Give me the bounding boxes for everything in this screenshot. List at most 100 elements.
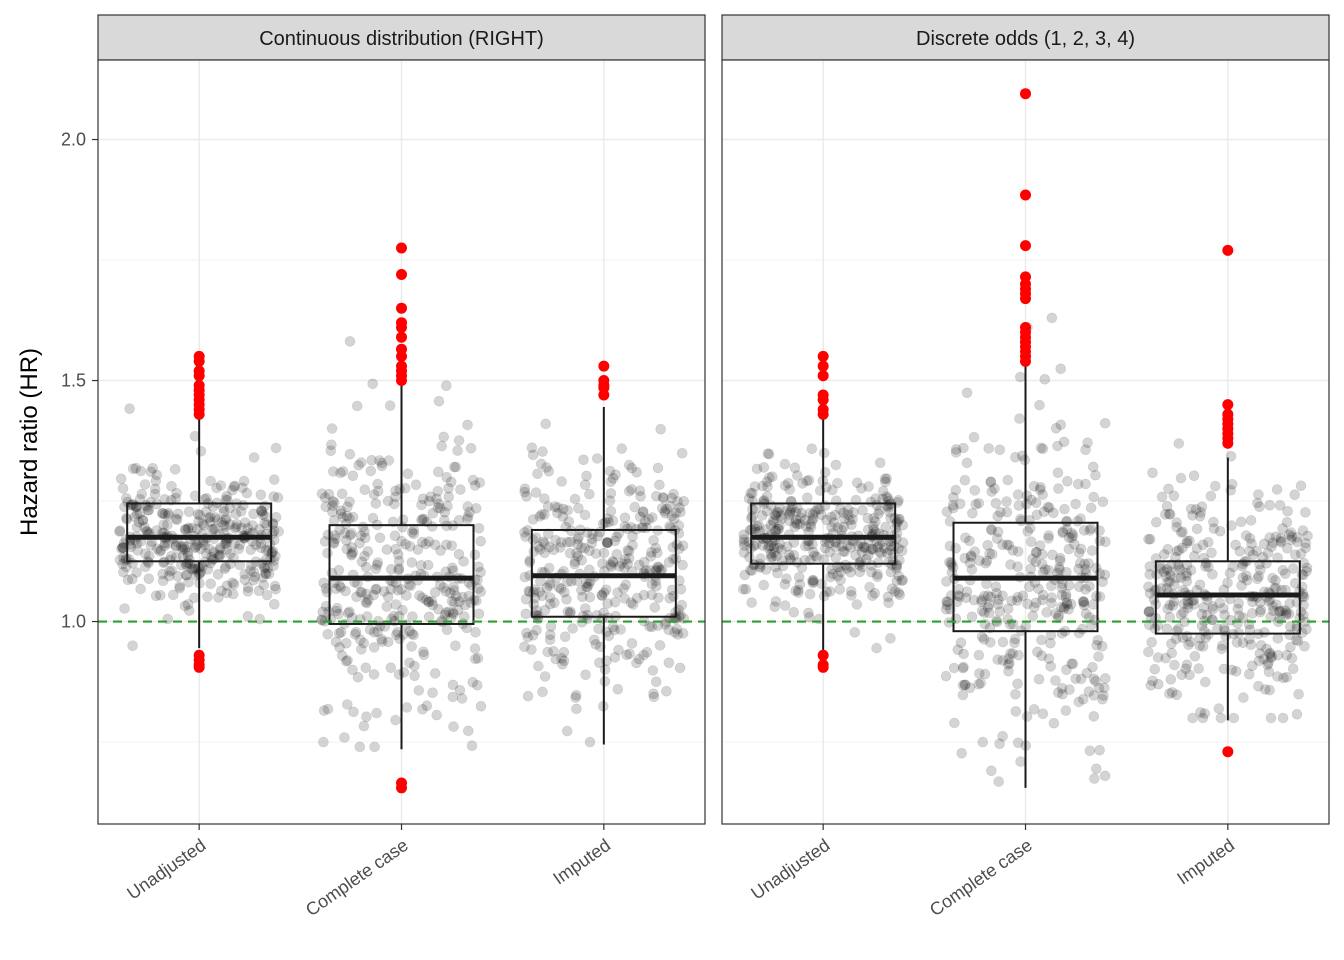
- jitter-point: [896, 575, 908, 586]
- jitter-point: [335, 508, 347, 520]
- jitter-point: [1272, 649, 1284, 661]
- jitter-point: [578, 454, 589, 466]
- jitter-point: [1300, 507, 1311, 518]
- jitter-point: [416, 499, 427, 511]
- panel-2: Discrete odds (1, 2, 3, 4)Unadjusted Comp…: [721, 14, 1330, 920]
- jitter-point: [130, 501, 142, 513]
- panel-1: Continuous distribution (RIGHT)Unadjuste…: [97, 14, 706, 920]
- jitter-point: [993, 594, 1004, 606]
- jitter-point: [1094, 744, 1105, 756]
- jitter-point: [370, 498, 382, 509]
- jitter-point: [1012, 489, 1024, 500]
- jitter-point: [371, 583, 382, 595]
- jitter-point: [773, 523, 785, 535]
- jitter-point: [182, 547, 194, 559]
- jitter-point: [1056, 682, 1068, 694]
- jitter-point: [237, 482, 248, 494]
- jitter-point: [1185, 564, 1197, 576]
- jitter-point: [763, 540, 775, 552]
- jitter-point: [1009, 637, 1020, 649]
- jitter-point: [376, 633, 387, 645]
- jitter-point: [255, 504, 267, 516]
- jitter-point: [151, 469, 163, 481]
- jitter-point: [453, 514, 465, 526]
- jitter-point: [774, 502, 786, 514]
- jitter-point: [552, 502, 564, 513]
- jitter-point: [1061, 597, 1073, 609]
- jitter-point: [803, 611, 815, 623]
- outlier-point: [396, 331, 407, 343]
- jitter-point: [1178, 606, 1189, 618]
- jitter-point: [1257, 551, 1269, 563]
- jitter-point: [114, 554, 126, 566]
- jitter-point: [519, 571, 531, 583]
- jitter-point: [349, 629, 361, 640]
- jitter-point: [663, 557, 675, 568]
- jitter-point: [234, 559, 246, 571]
- jitter-point: [834, 584, 846, 595]
- jitter-point: [410, 479, 422, 491]
- jitter-point: [565, 606, 576, 618]
- jitter-point: [1291, 532, 1303, 543]
- jitter-point: [263, 568, 275, 580]
- jitter-point: [957, 679, 969, 691]
- jitter-point: [199, 539, 211, 551]
- jitter-point: [157, 568, 168, 580]
- jitter-point: [1092, 634, 1104, 646]
- jitter-point: [1087, 661, 1098, 673]
- jitter-point: [164, 566, 175, 577]
- jitter-point: [1181, 659, 1193, 671]
- jitter-point: [418, 646, 429, 658]
- jitter-point: [559, 586, 570, 598]
- jitter-point: [801, 475, 813, 487]
- jitter-point: [1099, 569, 1111, 581]
- jitter-point: [368, 589, 380, 601]
- jitter-point: [664, 520, 675, 532]
- jitter-point: [836, 524, 848, 536]
- jitter-point: [347, 470, 359, 482]
- jitter-point: [941, 596, 952, 607]
- jitter-point: [390, 491, 401, 503]
- jitter-point: [150, 590, 162, 602]
- jitter-point: [1237, 637, 1249, 649]
- jitter-point: [772, 523, 784, 535]
- jitter-point: [333, 627, 345, 639]
- jitter-point: [639, 516, 651, 527]
- jitter-point: [205, 511, 216, 523]
- jitter-point: [381, 544, 393, 555]
- jitter-point: [1050, 675, 1061, 686]
- jitter-point: [807, 577, 819, 589]
- jitter-point: [1077, 623, 1088, 635]
- jitter-point: [1027, 553, 1038, 565]
- jitter-point: [746, 597, 758, 608]
- jitter-point: [392, 584, 404, 596]
- jitter-point: [738, 547, 750, 558]
- jitter-point: [406, 628, 418, 640]
- jitter-point: [602, 537, 614, 548]
- jitter-point: [220, 494, 232, 505]
- jitter-point: [576, 554, 588, 566]
- jitter-point: [1012, 591, 1024, 603]
- jitter-point: [1078, 525, 1090, 536]
- jitter-point: [522, 631, 534, 643]
- jitter-point: [412, 544, 424, 555]
- jitter-point: [1169, 659, 1180, 671]
- jitter-point: [1037, 489, 1048, 500]
- jitter-point: [441, 471, 452, 483]
- jitter-point: [347, 664, 358, 676]
- jitter-point: [555, 536, 567, 548]
- jitter-point: [747, 511, 758, 522]
- jitter-point: [382, 495, 394, 507]
- jitter-point: [1252, 573, 1263, 585]
- jitter-point: [469, 480, 481, 491]
- jitter-point: [1011, 595, 1023, 606]
- jitter-point: [1212, 623, 1223, 635]
- jitter-point: [242, 610, 254, 622]
- outlier-point: [1020, 240, 1031, 252]
- jitter-point: [616, 558, 628, 569]
- jitter-point: [810, 506, 821, 517]
- jitter-point: [1100, 536, 1111, 548]
- jitter-point: [361, 611, 373, 622]
- jitter-point: [633, 559, 645, 571]
- jitter-point: [133, 516, 145, 528]
